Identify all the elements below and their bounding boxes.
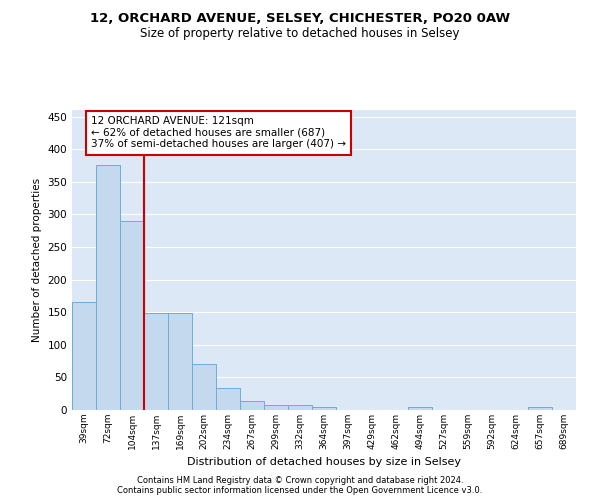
- Text: Contains HM Land Registry data © Crown copyright and database right 2024.: Contains HM Land Registry data © Crown c…: [137, 476, 463, 485]
- Text: 12 ORCHARD AVENUE: 121sqm
← 62% of detached houses are smaller (687)
37% of semi: 12 ORCHARD AVENUE: 121sqm ← 62% of detac…: [91, 116, 346, 150]
- Bar: [192, 364, 216, 410]
- Y-axis label: Number of detached properties: Number of detached properties: [32, 178, 42, 342]
- Bar: [408, 408, 432, 410]
- Text: 12, ORCHARD AVENUE, SELSEY, CHICHESTER, PO20 0AW: 12, ORCHARD AVENUE, SELSEY, CHICHESTER, …: [90, 12, 510, 26]
- Bar: [144, 314, 168, 410]
- X-axis label: Distribution of detached houses by size in Selsey: Distribution of detached houses by size …: [187, 458, 461, 468]
- Bar: [528, 408, 552, 410]
- Bar: [312, 406, 336, 410]
- Text: Contains public sector information licensed under the Open Government Licence v3: Contains public sector information licen…: [118, 486, 482, 495]
- Bar: [264, 406, 288, 410]
- Bar: [96, 166, 120, 410]
- Bar: [168, 314, 192, 410]
- Bar: [216, 388, 240, 410]
- Text: Size of property relative to detached houses in Selsey: Size of property relative to detached ho…: [140, 28, 460, 40]
- Bar: [288, 406, 312, 410]
- Bar: [240, 401, 264, 410]
- Bar: [120, 221, 144, 410]
- Bar: [72, 302, 96, 410]
